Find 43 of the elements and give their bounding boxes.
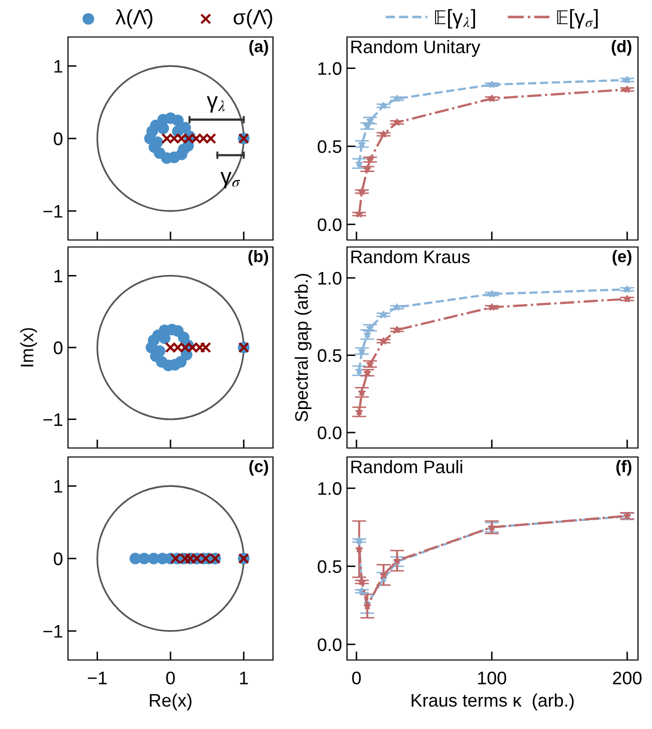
x-tick-label: 0 (166, 672, 175, 684)
y-axis-title: Spectral gap (arb.) (294, 274, 312, 422)
y-tick-label: 0.0 (318, 638, 342, 652)
y-tick-label: −1 (43, 205, 62, 218)
annotation: (d) (612, 40, 632, 56)
y-tick-label: 0.0 (318, 426, 342, 440)
legend-label: 𝔼[γ$_{λ}$] (435, 9, 476, 29)
y-tick-label: 0.5 (318, 349, 342, 362)
y-tick-label: 0 (54, 341, 62, 354)
y-tick-label: −1 (43, 625, 62, 638)
y-tick-label: 1 (54, 480, 62, 493)
y-tick-label: 0 (54, 552, 62, 566)
chart-title: Random Kraus (351, 250, 470, 264)
x-tick-label: 100 (478, 672, 506, 684)
x-axis-title: Re(x) (150, 694, 192, 710)
chart-title: Random Unitary (351, 40, 480, 57)
y-tick-label: 1 (54, 60, 62, 73)
y-axis-title: Im(x) (20, 328, 37, 366)
y-tick-label: 0.0 (318, 218, 342, 232)
y-tick-label: 1 (54, 270, 62, 282)
series-label: γ$_{λ}$ (206, 96, 225, 113)
y-tick-label: 1.0 (318, 272, 342, 285)
x-tick-label: 1 (240, 672, 248, 684)
annotation: (e) (612, 250, 632, 266)
annotation: (c) (249, 460, 268, 476)
annotation: (a) (249, 40, 268, 56)
y-tick-label: 1.0 (318, 62, 342, 75)
y-tick-label: −1 (43, 413, 62, 426)
legend-label: λ(Λ̂) (116, 9, 152, 29)
x-tick-label: −1 (88, 672, 107, 684)
y-tick-label: 1.0 (318, 482, 342, 495)
y-tick-label: 0.5 (318, 560, 342, 574)
annotation: (b) (248, 250, 268, 266)
y-tick-label: 0.5 (318, 140, 342, 154)
x-tick-label: 200 (613, 672, 642, 684)
x-tick-label: 0 (352, 672, 361, 684)
legend-label: σ(Λ̂) (234, 9, 272, 29)
y-tick-label: 0 (54, 132, 62, 146)
series-label: γ$_{σ}$ (220, 172, 240, 188)
legend-label: 𝔼[γ$_{σ}$] (557, 9, 598, 29)
annotation: (f) (616, 460, 632, 476)
x-axis-title: Kraus terms κ (arb.) (412, 694, 574, 710)
chart-title: Random Pauli (351, 460, 462, 474)
